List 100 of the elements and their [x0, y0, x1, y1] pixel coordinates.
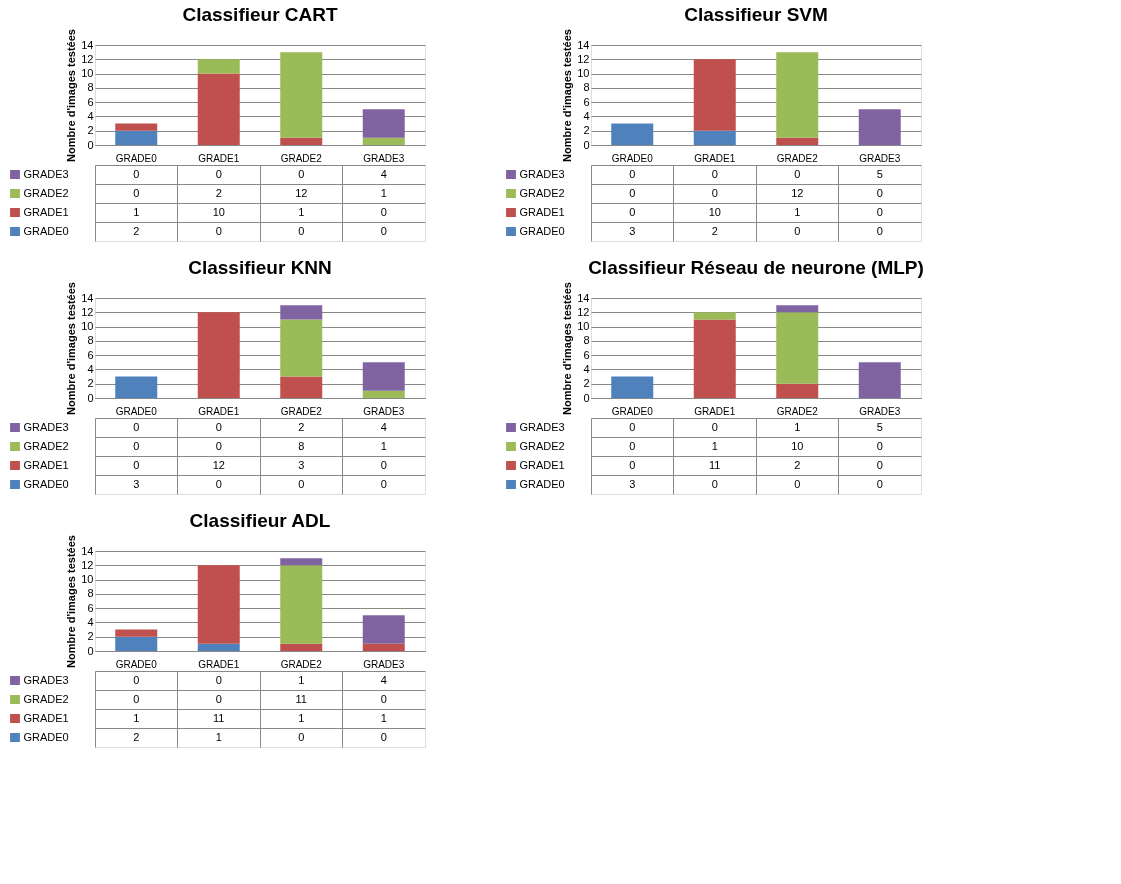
legend-label: GRADE1	[519, 205, 565, 218]
legend-label: GRADE3	[519, 420, 565, 433]
bar	[115, 123, 158, 131]
bar	[280, 643, 323, 651]
y-tick-label: 10	[81, 573, 94, 586]
bar	[280, 52, 323, 138]
data-label: 3	[298, 458, 305, 471]
y-tick-label: 4	[87, 362, 94, 375]
data-label: 0	[380, 692, 387, 705]
x-tick-label: GRADE3	[859, 152, 901, 164]
chart-title: Classifieur CART	[182, 3, 338, 25]
data-label: 0	[298, 477, 305, 490]
data-label: 0	[711, 420, 718, 433]
x-tick-label: GRADE3	[363, 658, 405, 670]
y-tick-label: 8	[583, 334, 590, 347]
data-label: 0	[133, 186, 140, 199]
data-label: 0	[133, 692, 140, 705]
data-label: 0	[298, 167, 305, 180]
data-label: 4	[380, 167, 387, 180]
data-label: 5	[876, 420, 883, 433]
data-label: 0	[133, 420, 140, 433]
bar	[362, 109, 405, 138]
data-label: 0	[215, 673, 222, 686]
legend-label: GRADE1	[23, 711, 69, 724]
y-tick-label: 14	[81, 544, 94, 557]
data-label: 3	[629, 477, 636, 490]
data-label: 0	[215, 692, 222, 705]
bar	[362, 615, 405, 644]
data-label: 1	[298, 205, 305, 218]
data-label: 0	[298, 224, 305, 237]
bar	[693, 319, 736, 398]
legend-label: GRADE1	[519, 458, 565, 471]
bar	[280, 305, 323, 320]
y-tick-label: 4	[583, 109, 590, 122]
bar	[280, 558, 323, 566]
legend-label: GRADE0	[23, 477, 69, 490]
data-label: 0	[133, 673, 140, 686]
x-tick-label: GRADE2	[776, 405, 819, 417]
data-label: 11	[709, 458, 721, 471]
data-label: 1	[133, 711, 140, 724]
data-label: 0	[215, 167, 222, 180]
legend-label: GRADE2	[23, 692, 69, 705]
legend-label: GRADE0	[519, 477, 565, 490]
x-tick-label: GRADE1	[198, 405, 240, 417]
legend-label: GRADE2	[519, 186, 565, 199]
bar	[776, 312, 819, 384]
data-label: 0	[876, 477, 883, 490]
y-tick-label: 6	[87, 601, 94, 614]
data-label: 10	[791, 439, 804, 452]
y-tick-label: 14	[577, 38, 590, 51]
y-tick-label: 12	[81, 52, 94, 65]
bar	[776, 383, 819, 398]
data-label: 2	[133, 730, 140, 743]
y-tick-label: 2	[583, 124, 590, 137]
data-label: 1	[133, 205, 140, 218]
data-label: 0	[215, 439, 222, 452]
y-tick-label: 14	[81, 38, 94, 51]
data-label: 1	[380, 711, 387, 724]
y-tick-label: 6	[583, 348, 590, 361]
data-label: 2	[215, 186, 222, 199]
x-tick-label: GRADE1	[694, 152, 736, 164]
y-tick-label: 0	[87, 644, 94, 657]
data-label: 2	[794, 458, 801, 471]
data-label: 3	[629, 224, 636, 237]
y-tick-label: 8	[87, 81, 94, 94]
y-axis-title: Nombre d'images testées	[65, 282, 78, 415]
data-label: 1	[380, 439, 387, 452]
x-tick-label: GRADE1	[198, 658, 240, 670]
y-tick-label: 12	[81, 305, 94, 318]
bar	[115, 629, 158, 637]
bar	[362, 137, 405, 145]
y-tick-label: 0	[87, 138, 94, 151]
bar	[362, 362, 405, 391]
data-label: 0	[380, 730, 387, 743]
data-label: 12	[212, 458, 225, 471]
bar	[280, 565, 323, 644]
bar	[776, 305, 819, 313]
data-label: 1	[298, 711, 305, 724]
data-label: 0	[876, 458, 883, 471]
y-tick-label: 14	[81, 291, 94, 304]
data-label: 0	[133, 167, 140, 180]
bar	[280, 376, 323, 398]
x-tick-label: GRADE3	[363, 152, 405, 164]
data-label: 2	[298, 420, 305, 433]
bar	[197, 59, 240, 74]
bar	[197, 565, 240, 644]
legend-label: GRADE1	[23, 458, 69, 471]
data-label: 12	[791, 186, 804, 199]
x-tick-label: GRADE1	[198, 152, 240, 164]
bar	[280, 319, 323, 377]
data-label: 0	[794, 167, 801, 180]
legend-label: GRADE2	[519, 439, 565, 452]
y-tick-label: 8	[583, 81, 590, 94]
y-tick-label: 8	[87, 587, 94, 600]
y-tick-label: 6	[87, 95, 94, 108]
y-tick-label: 2	[87, 630, 94, 643]
bar	[611, 376, 654, 398]
x-tick-label: GRADE1	[694, 405, 736, 417]
bar	[362, 390, 405, 398]
data-label: 0	[629, 186, 636, 199]
